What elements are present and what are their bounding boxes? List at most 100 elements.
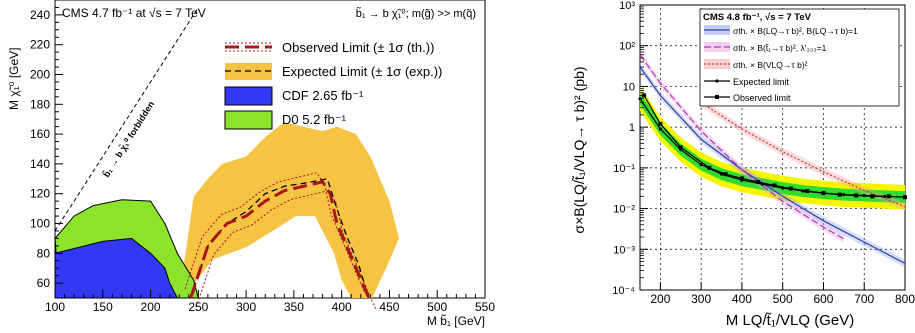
left-chart-legend: Observed Limit (± 1σ (th.)) Expected Lim… [224, 40, 442, 130]
legend-label-expected: Expected Limit (± 1σ (exp.)) [282, 64, 442, 79]
right-chart-title: CMS 4.8 fb⁻¹, √s = 7 TeV [703, 12, 812, 23]
right-chart: 200 300 400 500 600 700 800 10⁻⁴ 10⁻³ 10⁻² 10⁻¹ 1 10… [571, 0, 915, 329]
legend-swatch-d0 [224, 110, 273, 130]
vlq-theory-line [700, 102, 906, 208]
observed-limit-lower [195, 190, 377, 311]
right-y-tick-label: 1 [629, 122, 635, 134]
observed-limit-point [707, 165, 712, 170]
expected-limit-line [190, 178, 370, 299]
observed-limit-point [678, 145, 683, 150]
observed-limit-point [756, 179, 761, 184]
expected-limit-band [179, 122, 399, 298]
left-y-tick-label: 180 [30, 97, 50, 111]
legend-label-observed-limit: Observed limit [733, 93, 791, 103]
right-x-tick-label: 800 [895, 292, 915, 306]
lq-theory-band [640, 63, 905, 268]
right-y-tick-label: 10² [619, 41, 635, 53]
observed-limit-line [189, 180, 372, 302]
right-x-tick-label: 600 [813, 292, 833, 306]
observed-limit-point [772, 183, 777, 188]
observed-limit-point [854, 193, 859, 198]
legend-swatch-expected-limit-marker [715, 79, 719, 83]
legend-swatch-cdf [224, 86, 273, 106]
expected-limit-point [658, 127, 662, 131]
legend-swatch-observed-limit-marker [715, 95, 719, 99]
observed-limit-point [870, 194, 875, 199]
left-y-axis-label: M χ̃₁⁰ [GeV] [7, 47, 21, 110]
legend-label-stop: σth. × B(t̃₁→τ b)², λ'₃₃₃=1 [733, 43, 827, 53]
right-x-tick-label: 400 [732, 292, 752, 306]
left-chart-ticks: 100 150 200 250 300 350 400 450 500 550 60 80 100 120… [30, 6, 495, 314]
left-y-tick-label: 240 [30, 8, 50, 22]
observed-limit-point [739, 176, 744, 181]
right-legend-box [699, 8, 900, 107]
left-x-tick-label: 450 [379, 300, 399, 314]
legend-label-cdf: CDF 2.65 fb⁻¹ [282, 88, 364, 103]
left-x-tick-label: 400 [332, 300, 352, 314]
right-x-tick-label: 500 [773, 292, 793, 306]
left-x-tick-label: 150 [93, 300, 113, 314]
right-chart-bands [640, 50, 905, 268]
left-y-tick-label: 80 [37, 246, 51, 260]
left-x-tick-label: 350 [284, 300, 304, 314]
left-chart: 100 150 200 250 300 350 400 450 500 550 60 80 100 120… [7, 0, 495, 328]
left-x-tick-label: 550 [475, 300, 495, 314]
right-x-axis-label: M LQ/t̃₁/VLQ (GeV) [726, 312, 854, 329]
legend-label-observed: Observed Limit (± 1σ (th.)) [282, 40, 434, 55]
expected-limit-point [699, 163, 703, 167]
cdf-excluded-region [54, 237, 179, 299]
left-x-tick-label: 500 [427, 300, 447, 314]
right-y-tick-label: 10⁻⁴ [612, 285, 635, 297]
stop-theory-line [639, 54, 845, 240]
left-x-tick-label: 200 [141, 300, 161, 314]
right-chart-lines [638, 54, 907, 264]
right-x-tick-label: 200 [650, 292, 670, 306]
left-y-tick-label: 220 [30, 38, 50, 52]
observed-limit-point [886, 194, 891, 199]
left-chart-lines [54, 7, 377, 311]
stop-theory-band [640, 50, 844, 243]
right-y-tick-label: 10 [623, 81, 635, 93]
observed-limit-point [805, 189, 810, 194]
observed-limit-line [643, 95, 906, 198]
legend-label-d0: D0 5.2 fb⁻¹ [282, 112, 347, 127]
left-chart-subtitle: b̃₁ → b χ̃₁⁰; m(g̃) >> m(q̃) [356, 7, 476, 20]
left-y-tick-label: 140 [30, 157, 50, 171]
right-x-tick-label: 300 [691, 292, 711, 306]
observed-limit-point [788, 186, 793, 191]
legend-label-expected-limit: Expected limit [733, 77, 790, 87]
observed-limit-point [642, 93, 647, 98]
left-y-tick-label: 100 [30, 217, 50, 231]
left-chart-areas [54, 122, 399, 299]
legend-label-vlq: σth. × B(VLQ→τ b)² [733, 60, 808, 70]
vlq-theory-band [701, 98, 905, 211]
left-y-tick-label: 160 [30, 127, 50, 141]
expected-limit-2sigma-band [640, 86, 905, 210]
observed-limit-upper [184, 172, 366, 293]
left-chart-title: CMS 4.7 fb⁻¹ at √s = 7 TeV [62, 6, 206, 20]
observed-limit-point [903, 195, 907, 200]
left-y-tick-label: 200 [30, 68, 50, 82]
right-chart-ticks: 200 300 400 500 600 700 800 10⁻⁴ 10⁻³ 10⁻² 10⁻¹ 1 10… [612, 0, 915, 306]
observed-limit-point [837, 192, 842, 197]
legend-label-lq: σth. × B(LQ→τ b)², B(LQ→τ b)=1 [733, 26, 858, 36]
right-y-axis-label: σ×B(LQ/t̃₁/VLQ→ τ b)² (pb) [571, 66, 587, 233]
left-x-tick-label: 250 [188, 300, 208, 314]
left-y-tick-label: 120 [30, 187, 50, 201]
observed-limit-point [821, 191, 826, 196]
kinematic-boundary-line [54, 7, 199, 232]
expected-limit-1sigma-band [640, 92, 905, 204]
right-y-tick-label: 10⁻¹ [613, 163, 635, 175]
right-y-tick-label: 10³ [619, 0, 635, 12]
right-x-tick-label: 700 [854, 292, 874, 306]
right-y-tick-label: 10⁻³ [613, 244, 635, 256]
right-y-tick-label: 10⁻² [613, 204, 635, 216]
left-x-tick-label: 300 [236, 300, 256, 314]
left-x-tick-label: 100 [45, 300, 65, 314]
observed-limit-point [723, 172, 728, 177]
left-x-axis-label: M b̃₁ [GeV] [427, 313, 485, 328]
right-chart-legend: σth. × B(LQ→τ b)², B(LQ→τ b)=1 σth. × B(… [704, 25, 858, 103]
left-y-tick-label: 60 [37, 276, 51, 290]
observed-limit-point [658, 121, 663, 126]
